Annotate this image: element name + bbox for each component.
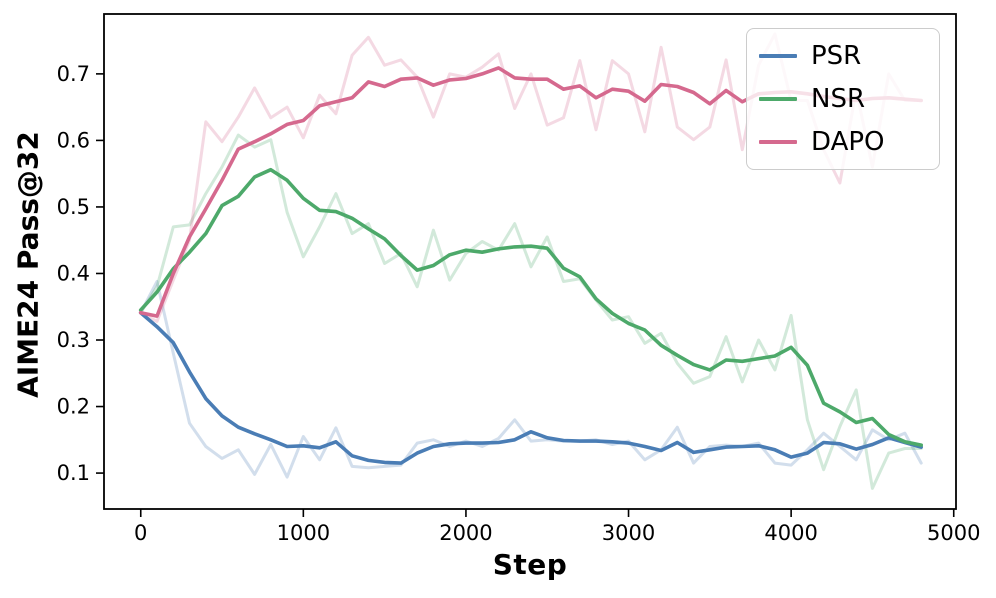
nsr-line-swatch [759, 96, 797, 101]
y-axis-tick-label: 0.3 [57, 328, 90, 352]
y-axis-tick-label: 0.6 [57, 128, 90, 152]
x-axis-tick-label: 1000 [277, 521, 330, 545]
y-axis-tick-label: 0.4 [57, 261, 90, 285]
x-axis-tick-label: 2000 [439, 521, 492, 545]
x-axis-label: Step [492, 548, 568, 581]
y-axis-label: AIME24 Pass@32 [11, 131, 45, 398]
x-axis-tick-label: 4000 [764, 521, 817, 545]
x-axis-tick-label: 3000 [602, 521, 655, 545]
plot-frame [103, 13, 957, 510]
x-axis-tick-label: 5000 [927, 521, 980, 545]
x-axis-tick-label: 0 [134, 521, 147, 545]
y-axis-tick-label: 0.2 [57, 395, 90, 419]
legend-item-dapo: DAPO [759, 129, 939, 155]
series-psr-line [138, 310, 924, 465]
series-nsr-raw--line [139, 133, 923, 490]
psr-line-swatch [759, 54, 797, 59]
legend: PSR NSR DAPO [746, 28, 940, 170]
legend-item-nsr: NSR [759, 86, 939, 112]
dapo-line-swatch [759, 139, 797, 144]
series-nsr-line [138, 167, 924, 447]
y-axis-tick-label: 0.5 [57, 195, 90, 219]
series-psr-raw--line [139, 280, 923, 479]
legend-label-dapo: DAPO [811, 126, 885, 157]
legend-label-psr: PSR [811, 41, 862, 72]
y-axis-tick-label: 0.7 [57, 62, 90, 86]
y-axis-tick-label: 0.1 [57, 461, 90, 485]
legend-label-nsr: NSR [811, 83, 866, 114]
legend-item-psr: PSR [759, 43, 939, 69]
